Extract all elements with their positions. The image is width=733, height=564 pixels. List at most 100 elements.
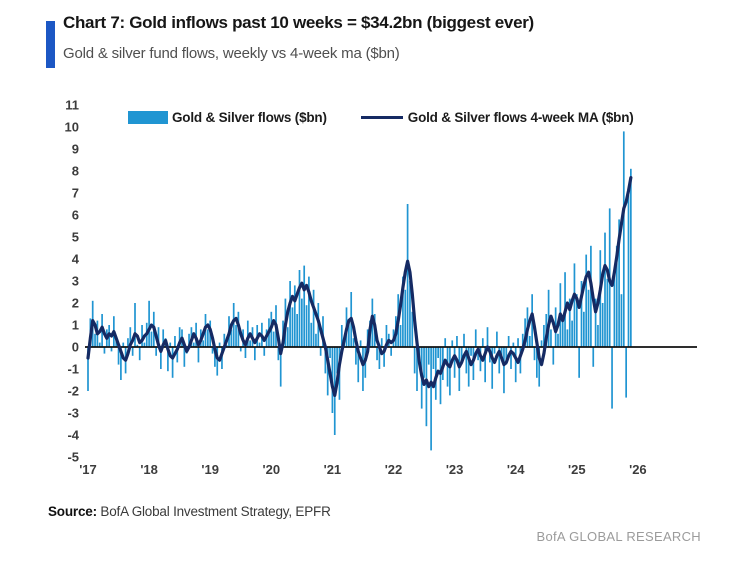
y-tick-label: -2: [67, 384, 79, 399]
flow-bar: [157, 327, 160, 347]
flow-bar: [244, 347, 247, 358]
flow-bar: [503, 347, 505, 394]
flow-bar: [310, 322, 313, 347]
x-tick-label: '23: [446, 462, 464, 477]
flow-bar: [580, 281, 583, 347]
flow-bar: [543, 325, 545, 347]
flow-bar: [627, 195, 630, 347]
flow-bar: [235, 325, 237, 347]
flow-bar: [505, 347, 508, 365]
y-tick-label: 10: [65, 120, 79, 135]
flow-bar: [390, 347, 392, 356]
flow-bar: [474, 329, 477, 347]
flow-bar: [171, 347, 174, 378]
flow-bar: [143, 342, 146, 347]
x-tick-label: '19: [201, 462, 219, 477]
flow-bar: [315, 333, 317, 347]
flow-bar: [110, 347, 113, 352]
ma-line: [86, 176, 633, 397]
flow-bar: [120, 347, 122, 380]
flow-bar: [301, 298, 303, 347]
flow-bar: [319, 347, 322, 356]
flow-bar: [568, 298, 571, 347]
flow-bar: [178, 327, 181, 347]
flow-bar: [148, 300, 150, 347]
flow-bar: [399, 325, 402, 347]
flow-bar: [340, 325, 343, 347]
flow-bar: [162, 329, 165, 347]
flow-bar: [491, 347, 494, 389]
flow-bar: [286, 327, 289, 347]
flow-bar: [218, 342, 221, 347]
flow-bar: [514, 347, 517, 383]
flow-bar: [150, 331, 153, 347]
flow-bar: [571, 320, 573, 347]
flow-bar: [409, 281, 411, 347]
y-tick-label: 6: [72, 208, 79, 223]
flow-bar: [481, 338, 484, 347]
flow-bar: [296, 314, 298, 347]
flow-bar: [230, 329, 233, 347]
flow-bar: [136, 344, 139, 347]
flow-bar: [538, 347, 541, 387]
flow-bar: [521, 333, 524, 347]
flow-bar: [416, 347, 418, 391]
y-tick-label: 0: [72, 340, 79, 355]
flow-bar: [517, 338, 519, 347]
flow-bar: [566, 329, 569, 347]
flow-bar: [249, 340, 251, 347]
flow-bar: [470, 347, 472, 356]
flow-bar: [402, 276, 404, 347]
flow-bar: [484, 347, 486, 383]
y-tick-label: 4: [72, 252, 80, 267]
flow-bar: [404, 289, 407, 347]
x-tick-label: '17: [79, 462, 97, 477]
flow-bar: [486, 327, 489, 347]
flow-bar: [413, 347, 416, 374]
flow-bar: [615, 245, 618, 347]
x-tick-label: '26: [629, 462, 647, 477]
flow-bar: [425, 347, 428, 427]
flow-bar: [458, 347, 461, 391]
x-tick-label: '22: [385, 462, 403, 477]
y-tick-label: 11: [65, 98, 79, 113]
flow-bar: [352, 338, 355, 347]
x-tick-label: '24: [507, 462, 525, 477]
flow-bar: [322, 316, 324, 347]
flow-bar: [131, 347, 134, 356]
flow-bar: [552, 347, 555, 365]
flow-bar: [604, 232, 606, 347]
flow-bar: [423, 347, 425, 378]
flow-bar: [524, 318, 526, 347]
flow-bar: [613, 272, 616, 347]
chart-subtitle: Gold & silver fund flows, weekly vs 4-we…: [63, 45, 400, 62]
flow-bar: [456, 336, 458, 347]
flow-bar: [303, 265, 306, 347]
flow-bar: [117, 347, 120, 365]
flow-bar: [630, 168, 632, 347]
legend-item-flows: Gold & Silver flows ($bn): [128, 110, 327, 125]
flow-bar: [169, 342, 172, 347]
chart-title: Chart 7: Gold inflows past 10 weeks = $3…: [63, 13, 534, 32]
flow-bar: [625, 347, 627, 398]
flow-bar: [467, 347, 470, 387]
flow-bar: [378, 347, 381, 369]
flow-bar: [115, 340, 118, 347]
flow-bar: [207, 329, 209, 347]
flow-bar: [225, 344, 228, 347]
flow-bar: [87, 347, 89, 391]
flow-bar: [277, 347, 280, 361]
flow-bar: [160, 347, 162, 369]
flow-bar: [601, 303, 604, 347]
flow-bar: [155, 347, 157, 356]
flow-bar: [590, 245, 592, 347]
y-tick-label: 3: [72, 274, 79, 289]
y-tick-label: 1: [72, 318, 79, 333]
flow-bar: [214, 347, 216, 367]
flow-bar: [174, 336, 176, 347]
flow-bar: [451, 340, 454, 347]
flow-bar: [465, 347, 468, 374]
flow-bar: [183, 347, 186, 367]
flow-bar: [305, 305, 308, 347]
